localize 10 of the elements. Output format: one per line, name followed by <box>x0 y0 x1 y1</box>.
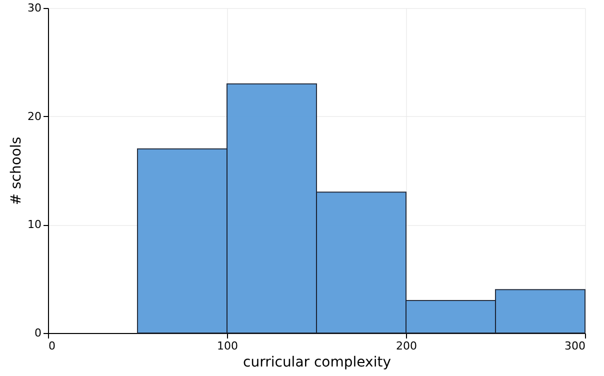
x-tick-label: 200 <box>396 340 417 352</box>
x-tick-label: 100 <box>217 340 238 352</box>
x-axis-title: curricular complexity <box>243 354 391 370</box>
y-axis-title: # schools <box>8 136 25 206</box>
y-tick-label: 0 <box>34 326 42 340</box>
y-tick-label: 30 <box>28 2 42 14</box>
y-tick-label: 20 <box>28 110 42 123</box>
x-tick-label: 0 <box>48 340 56 352</box>
y-tick-label: 10 <box>28 218 42 232</box>
x-tick-label: 300 <box>564 340 586 352</box>
